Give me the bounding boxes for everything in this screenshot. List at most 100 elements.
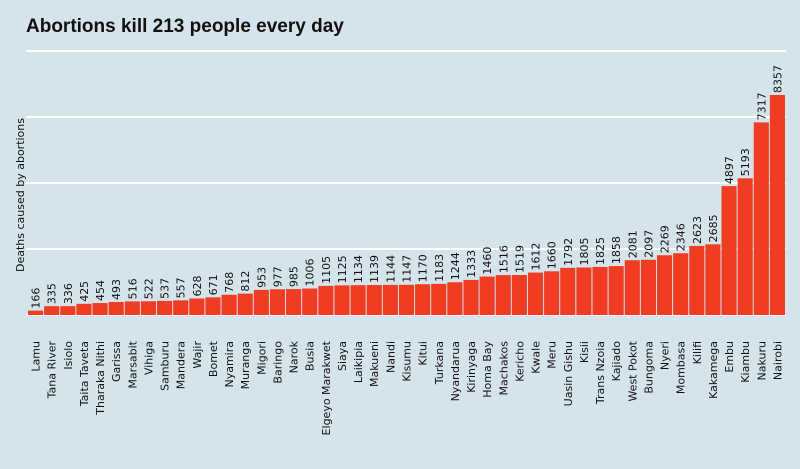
value-label: 985 — [288, 266, 301, 287]
category-label: Wajir — [191, 341, 204, 369]
value-label: 1612 — [530, 243, 543, 271]
bar-taita-taveta — [76, 303, 92, 315]
value-label: 2685 — [707, 214, 720, 242]
bar-nyamira — [221, 294, 237, 315]
value-labels: 166 335 336 425 454 493 516 522 537 557 628 671 768 8… — [30, 65, 785, 309]
bar-homa-bay — [479, 276, 495, 315]
value-label: 335 — [46, 283, 59, 304]
value-label: 1147 — [401, 255, 414, 283]
value-label: 522 — [142, 278, 155, 299]
bar-mandera — [173, 300, 189, 315]
bar-trans-nzoia — [592, 266, 608, 315]
value-label: 1006 — [304, 259, 317, 287]
bar-nakuru — [753, 122, 769, 315]
value-label: 1105 — [320, 256, 333, 284]
category-label: Taita Taveta — [78, 341, 91, 407]
value-label: 1660 — [546, 241, 559, 269]
category-label: Laikipia — [352, 341, 365, 383]
bar-kirinyaga — [463, 279, 479, 315]
value-label: 1516 — [497, 245, 510, 273]
bar-muranga — [237, 293, 253, 315]
category-label: Uasin Gishu — [562, 341, 575, 406]
category-label: Kisumu — [401, 341, 414, 382]
bar-narok — [286, 289, 302, 315]
category-label: Nyamira — [223, 341, 236, 388]
category-label: Garissa — [110, 341, 123, 382]
bar-elgeyo-marakwet — [318, 285, 334, 315]
bar-bungoma — [640, 259, 656, 315]
value-label: 671 — [207, 274, 220, 295]
category-label: Bungoma — [642, 341, 655, 394]
value-label: 4897 — [723, 156, 736, 184]
category-label: West Pokot — [626, 340, 639, 401]
category-label: Nandi — [384, 341, 397, 373]
category-label: Vihiga — [142, 341, 155, 375]
bar-nyandarua — [447, 282, 463, 315]
value-label: 5193 — [739, 148, 752, 176]
bar-bomet — [205, 297, 221, 315]
value-label: 2081 — [626, 230, 639, 258]
value-label: 1244 — [449, 252, 462, 280]
bar-makueni — [366, 285, 382, 315]
value-label: 1139 — [368, 255, 381, 283]
bar-machakos — [495, 275, 511, 315]
category-label: Kakamega — [707, 341, 720, 399]
category-label: Homa Bay — [481, 341, 494, 398]
category-label: Kericho — [513, 341, 526, 382]
bar-wajir — [189, 298, 205, 315]
category-label: Mandera — [175, 341, 188, 389]
bar-kitui — [415, 284, 431, 315]
value-label: 628 — [191, 275, 204, 296]
value-label: 537 — [159, 278, 172, 299]
category-label: Kajiado — [610, 341, 623, 382]
value-label: 166 — [30, 288, 43, 309]
category-label: Nairobi — [771, 341, 784, 380]
value-label: 1805 — [578, 237, 591, 265]
value-label: 1170 — [417, 254, 430, 282]
category-label: Bomet — [207, 340, 220, 377]
bar-garissa — [108, 302, 124, 315]
bar-baringo — [269, 289, 286, 315]
value-label: 1333 — [465, 250, 478, 278]
value-label: 1183 — [433, 254, 446, 282]
bar-nairobi — [769, 95, 785, 315]
bar-siaya — [334, 285, 350, 315]
bar-mombasa — [673, 253, 689, 315]
category-label: Tana River — [46, 341, 59, 400]
category-label: Samburu — [159, 341, 172, 391]
bar-migori — [253, 289, 269, 315]
category-label: Narok — [288, 340, 301, 373]
value-label: 8357 — [771, 65, 784, 93]
category-label: Nakuru — [755, 341, 768, 380]
value-label: 336 — [62, 283, 75, 304]
bar-uasin-gishu — [560, 267, 576, 315]
category-label: Muranga — [239, 341, 252, 389]
category-label: Nyandarua — [449, 341, 462, 401]
category-label: Kirinyaga — [465, 341, 478, 393]
value-label: 2623 — [691, 216, 704, 244]
bar-kajiado — [608, 266, 624, 315]
category-label: Mombasa — [675, 341, 688, 394]
bar-tana-river — [44, 306, 60, 315]
value-label: 953 — [255, 267, 268, 288]
value-label: 1134 — [352, 255, 365, 283]
bar-isiolo — [60, 306, 76, 315]
value-label: 1519 — [513, 245, 526, 273]
bar-kericho — [511, 275, 527, 315]
category-label: Kiambu — [739, 341, 752, 383]
bar-tharaka-nithi — [92, 303, 108, 315]
value-label: 1858 — [610, 236, 623, 264]
value-label: 1144 — [384, 255, 397, 283]
bar-embu — [721, 186, 737, 315]
value-label: 493 — [110, 279, 123, 300]
value-label: 7317 — [755, 92, 768, 120]
bar-turkana — [431, 283, 447, 315]
value-label: 425 — [78, 281, 91, 302]
value-label: 812 — [239, 271, 252, 292]
category-label: Elgeyo Marakwet — [320, 340, 333, 435]
value-label: 1792 — [562, 238, 575, 266]
category-label: Tharaka Nithi — [94, 341, 107, 416]
value-label: 1125 — [336, 255, 349, 283]
bar-vihiga — [140, 301, 157, 315]
